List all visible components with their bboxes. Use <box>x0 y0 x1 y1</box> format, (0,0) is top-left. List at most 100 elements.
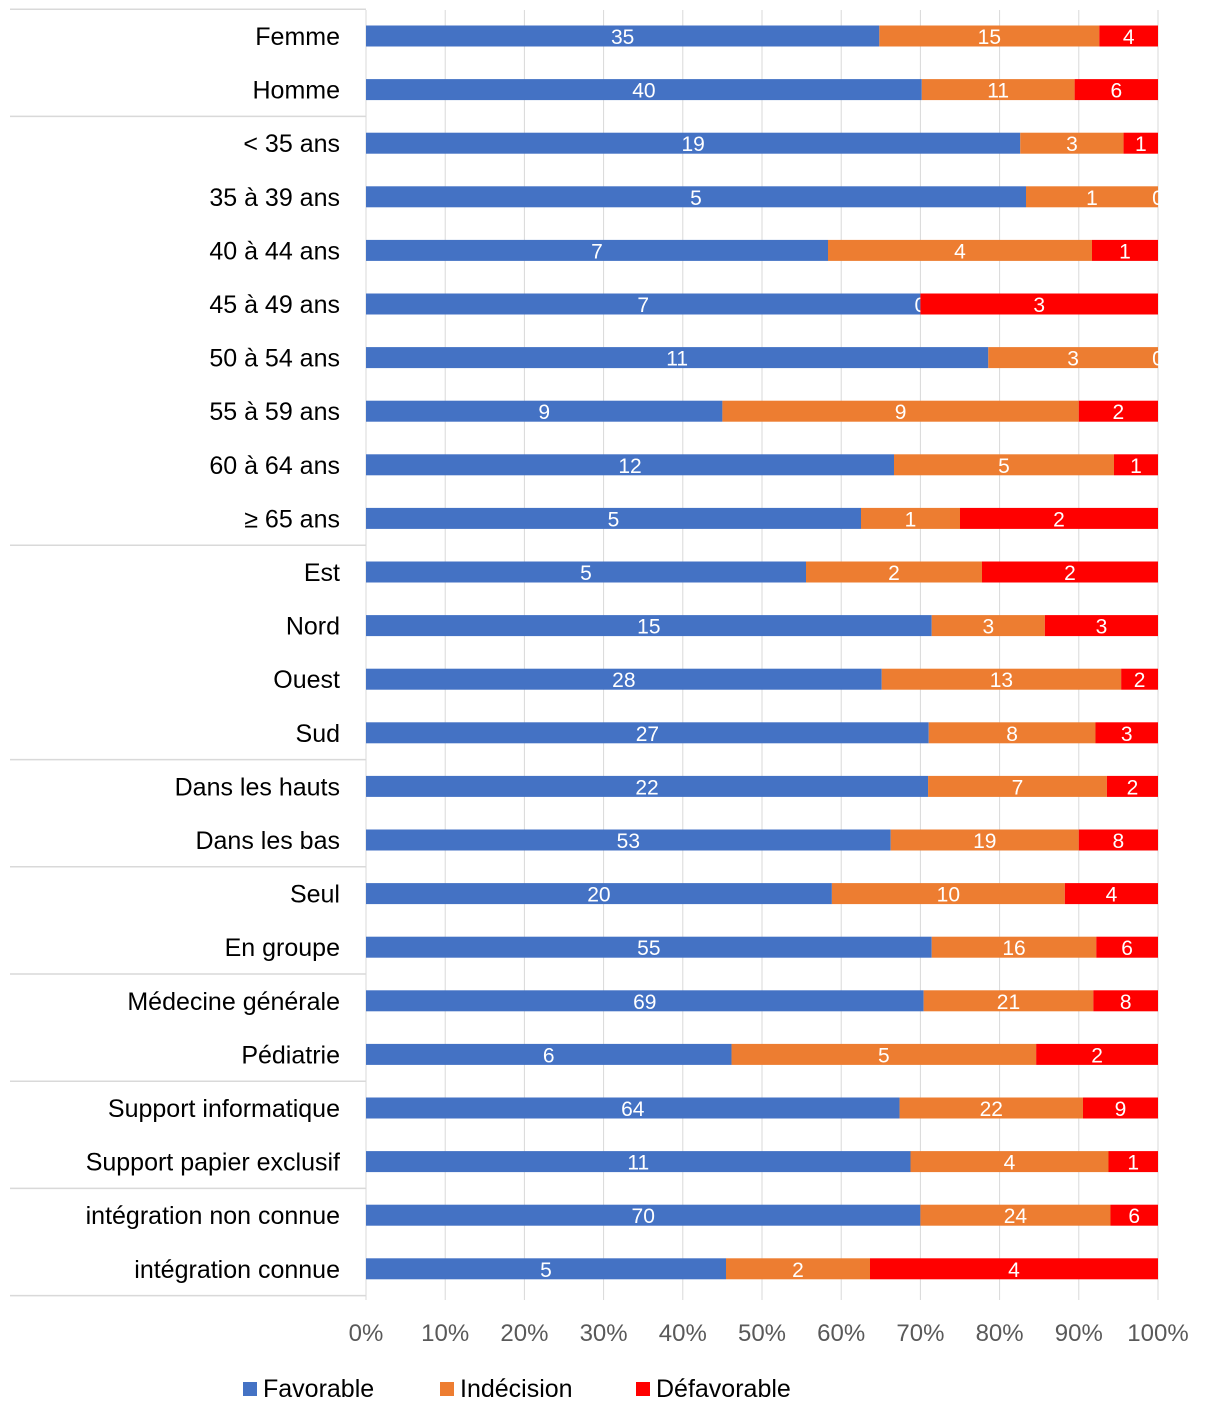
data-label: 5 <box>608 508 620 531</box>
legend-swatch <box>636 1382 650 1396</box>
bar-segment <box>1020 132 1124 154</box>
bar-segment <box>726 1258 870 1280</box>
bar-segment <box>366 347 989 369</box>
data-label: 55 <box>637 937 660 960</box>
data-label: 4 <box>1106 884 1118 907</box>
bar-segment <box>931 615 1045 637</box>
bar-segment <box>1036 1043 1158 1065</box>
category-label: 40 à 44 ans <box>209 237 340 265</box>
data-label: 4 <box>1004 1152 1016 1175</box>
data-label: 7 <box>591 240 603 263</box>
bar-segment <box>960 507 1158 529</box>
data-label: 4 <box>1123 26 1135 49</box>
data-label: 22 <box>635 776 658 799</box>
bar-segment <box>366 883 832 905</box>
data-label: 19 <box>681 133 704 156</box>
bar-segment <box>1093 990 1158 1012</box>
x-tick-label: 100% <box>1127 1320 1188 1347</box>
x-tick-label: 40% <box>659 1320 707 1347</box>
data-label: 1 <box>1086 187 1098 210</box>
bar-segment <box>366 668 882 690</box>
category-label: intégration non connue <box>86 1202 340 1230</box>
data-label: 3 <box>1067 348 1079 371</box>
data-label: 11 <box>987 80 1009 103</box>
bar-segment <box>366 293 921 315</box>
legend-swatch <box>440 1382 454 1396</box>
bar-segment <box>366 1097 900 1119</box>
legend-label: Favorable <box>263 1375 374 1402</box>
x-tick-label: 70% <box>896 1320 944 1347</box>
bar-segment <box>1078 400 1158 422</box>
bar-segment <box>1108 1151 1158 1173</box>
data-label: 16 <box>1002 937 1025 960</box>
category-label: Dans les hauts <box>175 773 340 801</box>
data-label: 6 <box>1110 80 1122 103</box>
data-label: 4 <box>1008 1259 1020 1282</box>
bar-segment <box>1099 25 1158 47</box>
x-tick-label: 10% <box>421 1320 469 1347</box>
data-label: 28 <box>612 669 635 692</box>
data-label: 2 <box>888 562 900 585</box>
data-label: 9 <box>895 401 907 424</box>
bar-segment <box>731 1043 1037 1065</box>
bar-segment <box>366 1043 732 1065</box>
bar-segment <box>366 239 828 261</box>
bar-segment <box>366 454 894 476</box>
bar-segment <box>890 829 1079 851</box>
data-label: 35 <box>611 26 634 49</box>
x-tick-label: 60% <box>817 1320 865 1347</box>
bar-segment <box>366 400 723 422</box>
category-label: Seul <box>290 881 340 909</box>
bar-segment <box>366 1151 911 1173</box>
bar-segment <box>931 936 1097 958</box>
x-tick-label: 50% <box>738 1320 786 1347</box>
data-label: 1 <box>1127 1152 1139 1175</box>
legend-swatch <box>243 1382 257 1396</box>
bar-segment <box>366 722 929 744</box>
bar-segment <box>366 79 922 101</box>
data-label: 6 <box>1128 1205 1140 1228</box>
data-label: 13 <box>990 669 1013 692</box>
data-label: 0 <box>1152 348 1164 371</box>
bar-segment <box>1096 936 1158 958</box>
x-tick-label: 80% <box>976 1320 1024 1347</box>
gridlines <box>365 10 1159 1300</box>
category-label: Homme <box>252 77 340 105</box>
category-group-separators <box>10 8 366 1297</box>
data-label: 9 <box>538 401 550 424</box>
bar-segment <box>899 1097 1083 1119</box>
bar-segment <box>831 883 1065 905</box>
data-label: 3 <box>1096 616 1108 639</box>
bar-segment <box>988 347 1158 369</box>
data-label: 5 <box>580 562 592 585</box>
data-label: 8 <box>1113 830 1125 853</box>
data-label: 2 <box>1113 401 1125 424</box>
category-label: Nord <box>286 613 340 641</box>
bar-segment <box>366 132 1021 154</box>
bar-segment <box>1106 775 1158 797</box>
data-label: 3 <box>1066 133 1078 156</box>
data-label: 1 <box>905 508 917 531</box>
x-axis-tick-labels: 0% 10% 20% 30% 40% 50% 60% 70% 80% 90% 100% <box>349 1320 1189 1347</box>
x-tick-label: 30% <box>580 1320 628 1347</box>
x-tick-label: 0% <box>349 1320 384 1347</box>
bar-segment <box>722 400 1079 422</box>
bar-segment <box>1123 132 1158 154</box>
bar-segment <box>920 1204 1111 1226</box>
x-tick-label: 20% <box>500 1320 548 1347</box>
bar-segment <box>1121 668 1158 690</box>
data-label: 70 <box>632 1205 655 1228</box>
category-label: 35 à 39 ans <box>209 184 340 212</box>
data-label: 12 <box>618 455 641 478</box>
bar-segment <box>881 668 1122 690</box>
data-label: 5 <box>998 455 1010 478</box>
x-tick-label: 90% <box>1055 1320 1103 1347</box>
data-label: 3 <box>1121 723 1133 746</box>
bar-segment <box>1078 829 1158 851</box>
data-label: 10 <box>937 884 960 907</box>
category-label: 50 à 54 ans <box>209 345 340 373</box>
bar-segment <box>870 1258 1158 1280</box>
bar-segment <box>366 561 806 583</box>
data-label: 69 <box>633 991 656 1014</box>
data-label: 2 <box>1127 776 1139 799</box>
